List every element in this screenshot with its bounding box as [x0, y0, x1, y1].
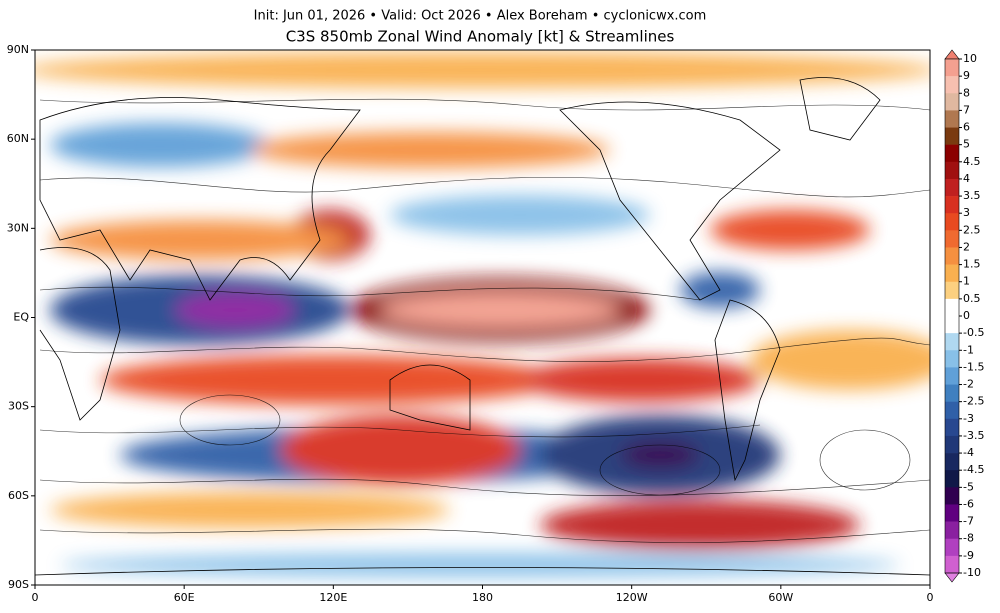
title: C3S 850mb Zonal Wind Anomaly [kt] & Stre… [286, 28, 675, 46]
map [35, 50, 930, 585]
colorbar-band [945, 110, 959, 128]
colorbar-band [945, 470, 959, 488]
colorbar-band [945, 316, 959, 334]
colorbar-label: 7 [963, 103, 970, 116]
colorbar-band [945, 76, 959, 94]
colorbar-band [945, 93, 959, 111]
x-tick-label: 0 [927, 591, 934, 604]
colorbar-label: -10 [963, 566, 981, 579]
colorbar-label: 2 [963, 240, 970, 253]
colorbar-band [945, 59, 959, 77]
colorbar-label: -1 [963, 343, 974, 356]
colorbar-band [945, 538, 959, 557]
colorbar-band [945, 298, 959, 317]
colorbar-label: -3.5 [963, 429, 984, 442]
colorbar-band [945, 367, 959, 385]
x-tick-label: 180 [472, 591, 493, 604]
colorbar-label: -5 [963, 480, 974, 493]
colorbar-label: 4 [963, 172, 970, 185]
colorbar-band [945, 333, 959, 351]
colorbar-label: 2.5 [963, 223, 981, 236]
colorbar-label: -9 [963, 549, 974, 562]
colorbar-band [945, 161, 959, 180]
x-tick-label: 120W [616, 591, 648, 604]
colorbar: 10 9 8 7 6 5 4.5 4 3.5 3 2.5 2 1.5 1 0.5 0 -0.5 -1 -1.5 -2 -… [944, 49, 984, 583]
colorbar-label: 4.5 [963, 155, 981, 168]
colorbar-band [945, 144, 959, 163]
colorbar-label: 1 [963, 275, 970, 288]
colorbar-label: -4 [963, 446, 974, 459]
x-tick-label: 60E [174, 591, 195, 604]
colorbar-label: -0.5 [963, 326, 984, 339]
x-tick-label: 0 [32, 591, 39, 604]
colorbar-band [945, 555, 959, 574]
colorbar-label: -7 [963, 515, 974, 528]
subtitle: Init: Jun 01, 2026 • Valid: Oct 2026 • A… [254, 9, 707, 24]
colorbar-band [945, 247, 959, 265]
colorbar-label: -6 [963, 497, 974, 510]
y-tick-label: 30S [8, 400, 29, 413]
colorbar-label: 9 [963, 69, 970, 82]
x-tick-label: 120E [319, 591, 347, 604]
colorbar-band [945, 418, 959, 437]
colorbar-extend [944, 49, 960, 60]
colorbar-label: 6 [963, 121, 970, 134]
colorbar-label: -2 [963, 378, 974, 391]
colorbar-band [945, 504, 959, 522]
axes: 0 60E 120E 180 120W 60W 0 90N 60N 30N EQ 30S 60S 90S [7, 43, 934, 604]
y-tick-label: 60N [7, 132, 29, 145]
colorbar-band [945, 178, 959, 197]
colorbar-label: 8 [963, 86, 970, 99]
colorbar-band [945, 127, 959, 145]
colorbar-label: -1.5 [963, 360, 984, 373]
colorbar-band [945, 435, 959, 454]
colorbar-label: -3 [963, 412, 974, 425]
colorbar-label: -2.5 [963, 395, 984, 408]
colorbar-band [945, 281, 959, 300]
colorbar-label: 0 [963, 309, 970, 322]
y-tick-label: 60S [8, 489, 29, 502]
y-tick-label: 90N [7, 43, 29, 56]
colorbar-band [945, 264, 959, 283]
colorbar-label: 3.5 [963, 189, 981, 202]
colorbar-label: 10 [963, 52, 977, 65]
colorbar-band [945, 350, 959, 368]
colorbar-band [945, 196, 959, 214]
y-tick-label: EQ [13, 311, 29, 324]
colorbar-label: 1.5 [963, 258, 981, 271]
colorbar-band [945, 230, 959, 248]
colorbar-band [945, 401, 959, 420]
colorbar-label: 0.5 [963, 292, 981, 305]
colorbar-label: -4.5 [963, 463, 984, 476]
colorbar-extend [944, 572, 960, 583]
colorbar-band [945, 213, 959, 231]
colorbar-band [945, 487, 959, 505]
colorbar-label: 5 [963, 138, 970, 151]
y-tick-label: 30N [7, 221, 29, 234]
colorbar-band [945, 521, 959, 540]
colorbar-band [945, 384, 959, 402]
colorbar-label: -8 [963, 532, 974, 545]
y-tick-label: 90S [8, 578, 29, 591]
colorbar-label: 3 [963, 206, 970, 219]
x-tick-label: 60W [768, 591, 793, 604]
colorbar-band [945, 453, 959, 471]
